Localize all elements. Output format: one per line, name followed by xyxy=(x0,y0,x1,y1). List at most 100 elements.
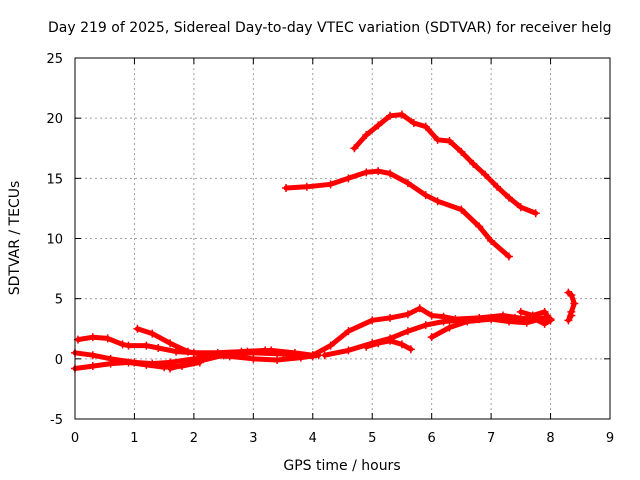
data-point xyxy=(267,346,276,355)
data-point xyxy=(344,327,353,336)
x-tick-label: 7 xyxy=(487,431,495,446)
data-point xyxy=(166,339,175,348)
data-point xyxy=(386,169,395,178)
y-tick-label: 25 xyxy=(46,52,63,67)
data-point xyxy=(374,167,383,176)
data-point xyxy=(421,321,430,330)
series-trace-9 xyxy=(427,313,549,342)
y-tick-label: 20 xyxy=(46,112,63,127)
data-point xyxy=(273,356,282,365)
data-point xyxy=(133,324,142,333)
series-trace-8 xyxy=(362,336,415,354)
series-line xyxy=(351,112,539,216)
data-point xyxy=(546,316,555,325)
series-trace-11 xyxy=(350,110,540,218)
series-trace-13 xyxy=(516,307,555,328)
data-point xyxy=(88,362,97,371)
data-point xyxy=(124,341,133,350)
series-trace-12 xyxy=(564,288,579,325)
data-point xyxy=(445,323,454,332)
data-point xyxy=(409,118,418,127)
axis-ticks: 0 1 2 3 4 5 6 7 8 9 -5 0 5 10 15 20 25 xyxy=(46,52,614,446)
data-point xyxy=(219,351,228,360)
data-point xyxy=(88,333,97,342)
data-point xyxy=(516,203,525,212)
x-tick-label: 0 xyxy=(71,431,79,446)
data-point xyxy=(374,339,383,348)
data-point xyxy=(308,351,317,360)
chart-title: Day 219 of 2025, Sidereal Day-to-day VTE… xyxy=(48,20,611,36)
x-tick-label: 8 xyxy=(546,431,554,446)
x-tick-label: 1 xyxy=(130,431,138,446)
grid xyxy=(75,58,610,419)
x-tick-label: 2 xyxy=(190,431,198,446)
data-point xyxy=(403,179,412,188)
x-tick-label: 4 xyxy=(309,431,317,446)
data-point xyxy=(504,252,513,261)
data-point xyxy=(403,310,412,319)
data-point xyxy=(88,351,97,360)
y-tick-label: -5 xyxy=(50,413,63,428)
x-tick-label: 6 xyxy=(428,431,436,446)
data-point xyxy=(475,222,484,231)
data-point xyxy=(106,359,115,368)
x-axis-label: GPS time / hours xyxy=(283,458,400,474)
data-point xyxy=(290,348,299,357)
data-point xyxy=(421,122,430,131)
x-tick-label: 5 xyxy=(368,431,376,446)
series-trace-4 xyxy=(133,324,323,365)
data-point xyxy=(516,307,525,316)
data-point xyxy=(302,182,311,191)
data-point xyxy=(344,346,353,355)
data-point xyxy=(326,180,335,189)
series-trace-1 xyxy=(73,333,270,357)
series-layer xyxy=(71,110,579,373)
data-point xyxy=(368,316,377,325)
data-point xyxy=(481,170,490,179)
data-point xyxy=(320,351,329,360)
data-point xyxy=(528,313,537,322)
data-point xyxy=(142,360,151,369)
data-point xyxy=(427,333,436,342)
data-point xyxy=(439,317,448,326)
data-point xyxy=(243,347,252,356)
data-point xyxy=(386,313,395,322)
y-tick-label: 15 xyxy=(46,172,63,187)
data-point xyxy=(445,137,454,146)
data-point xyxy=(397,340,406,349)
data-point xyxy=(457,205,466,214)
data-point xyxy=(362,342,371,351)
data-point xyxy=(567,311,576,320)
data-point xyxy=(249,354,258,363)
data-point xyxy=(189,358,198,367)
data-point xyxy=(469,159,478,168)
data-point xyxy=(570,299,579,308)
data-point xyxy=(142,341,151,350)
data-point xyxy=(564,316,573,325)
x-tick-label: 9 xyxy=(606,431,614,446)
data-point xyxy=(350,144,359,153)
y-axis-label: SDTVAR / TECUs xyxy=(7,181,23,296)
data-point xyxy=(433,197,442,206)
data-point xyxy=(493,182,502,191)
data-point xyxy=(160,363,169,372)
data-point xyxy=(386,111,395,120)
data-point xyxy=(504,317,513,326)
data-point xyxy=(415,304,424,313)
data-point xyxy=(124,358,133,367)
x-tick-label: 3 xyxy=(249,431,257,446)
y-tick-label: 10 xyxy=(46,233,63,248)
data-point xyxy=(344,174,353,183)
series-line xyxy=(283,168,512,259)
data-point xyxy=(362,168,371,177)
data-point xyxy=(166,364,175,373)
data-point xyxy=(427,311,436,320)
data-point xyxy=(183,347,192,356)
series-trace-10 xyxy=(282,167,513,261)
data-point xyxy=(540,307,549,316)
data-point xyxy=(457,147,466,156)
data-point xyxy=(103,334,112,343)
data-point xyxy=(406,345,415,354)
data-point xyxy=(487,315,496,324)
data-point xyxy=(403,327,412,336)
